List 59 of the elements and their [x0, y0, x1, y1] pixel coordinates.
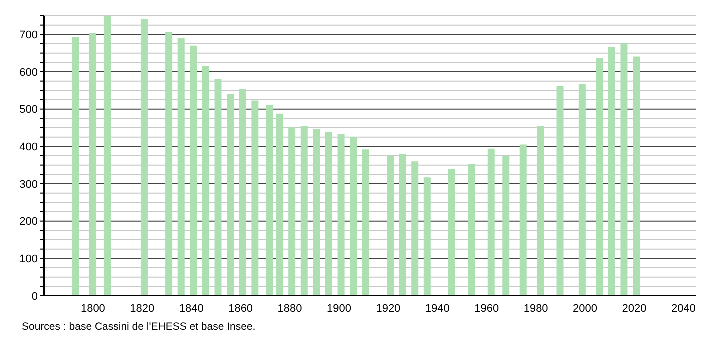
bar: [252, 100, 259, 296]
bar: [72, 37, 80, 296]
bar: [190, 46, 198, 296]
bar: [448, 169, 456, 296]
bar: [214, 79, 222, 296]
bar: [276, 114, 284, 296]
x-tick-label: 1820: [130, 302, 155, 315]
y-tick-label: 700: [20, 30, 38, 42]
bar: [502, 156, 510, 296]
x-tick-label: 1960: [474, 302, 500, 315]
bar: [488, 148, 495, 296]
bar: [424, 178, 431, 296]
x-tick-label: 1860: [228, 302, 254, 315]
bar: [596, 58, 604, 296]
bar: [266, 105, 274, 296]
bar: [608, 46, 616, 296]
bar: [325, 132, 332, 296]
bar: [537, 126, 544, 296]
bar: [338, 134, 345, 296]
bar: [104, 16, 112, 296]
bar: [350, 137, 358, 296]
x-tick-label: 1980: [524, 302, 548, 315]
bar: [166, 32, 173, 296]
x-tick-label: 2000: [573, 302, 598, 315]
source-note: Sources : base Cassini de l'EHESS et base Insee.: [22, 321, 256, 333]
bar: [202, 66, 210, 296]
bar: [140, 18, 148, 296]
bar: [520, 144, 527, 296]
bar: [288, 128, 296, 296]
bar: [362, 150, 370, 296]
bar: [399, 154, 406, 296]
x-tick-label: 1900: [327, 302, 352, 315]
bar: [578, 84, 586, 296]
bar: [386, 156, 394, 296]
y-tick-label: 0: [32, 290, 38, 303]
bar: [633, 56, 640, 296]
bar: [313, 129, 320, 296]
x-tick-label: 1920: [376, 302, 401, 315]
x-tick-label: 1840: [179, 302, 204, 315]
y-tick-label: 100: [20, 254, 38, 266]
y-tick-label: 200: [20, 216, 38, 228]
y-tick-label: 300: [20, 178, 38, 191]
bar: [239, 90, 246, 296]
bar: [89, 34, 96, 296]
x-tick-label: 2020: [622, 302, 647, 315]
bar: [412, 162, 419, 296]
bar: [300, 126, 308, 296]
x-tick-label: 1940: [425, 302, 450, 315]
y-tick-label: 400: [20, 142, 38, 154]
bar: [468, 164, 476, 296]
y-tick-label: 600: [20, 66, 38, 79]
x-tick-label: 2040: [671, 302, 696, 315]
x-tick-label: 1800: [80, 302, 106, 315]
bar: [556, 86, 564, 296]
x-tick-label: 1880: [278, 302, 302, 315]
bar: [620, 44, 628, 296]
bar: [178, 38, 185, 296]
bar: [227, 94, 234, 296]
y-tick-label: 500: [20, 104, 38, 116]
